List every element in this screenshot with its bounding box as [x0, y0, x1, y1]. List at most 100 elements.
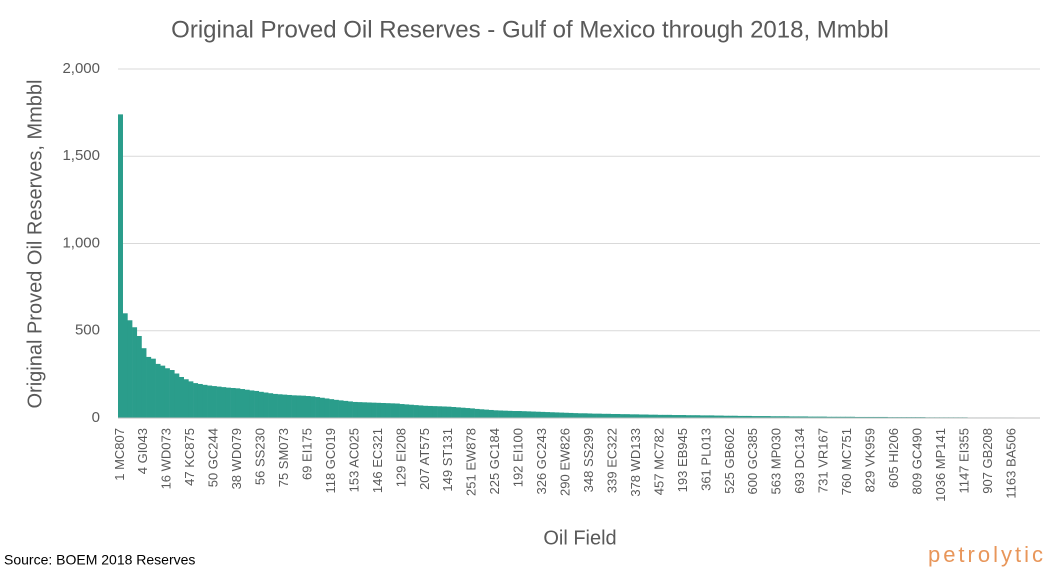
- bar: [202, 384, 208, 418]
- x-tick-label: 50 GC244: [206, 428, 221, 487]
- bar: [441, 406, 447, 418]
- bar: [164, 368, 170, 418]
- bar: [254, 390, 260, 418]
- bar: [479, 409, 485, 418]
- bar: [789, 416, 794, 418]
- bar: [474, 408, 480, 418]
- bar: [549, 412, 555, 418]
- bar: [526, 411, 532, 418]
- bar: [469, 408, 475, 418]
- bar: [718, 415, 724, 418]
- bar: [484, 409, 489, 418]
- bar: [193, 383, 199, 418]
- bar: [648, 414, 654, 418]
- bar: [362, 402, 367, 418]
- bar: [488, 409, 494, 418]
- bar: [807, 416, 813, 418]
- x-tick-label: 118 GC019: [323, 428, 338, 494]
- x-tick-label: 605 HI206: [886, 428, 901, 488]
- x-tick-label: 339 EC322: [604, 428, 619, 493]
- y-tick-label: 2,000: [62, 60, 100, 77]
- x-tick-label: 348 SS299: [581, 428, 596, 492]
- x-tick-label: 225 GC184: [487, 428, 502, 495]
- bar: [366, 402, 372, 418]
- x-tick-label: 907 GB208: [980, 428, 995, 494]
- logo: petrolytic: [928, 542, 1046, 567]
- y-axis-label: Original Proved Oil Reserves, Mmbbl: [24, 80, 46, 409]
- bar: [530, 411, 536, 418]
- bar: [577, 413, 583, 418]
- bar: [249, 390, 255, 418]
- bar: [737, 415, 743, 418]
- bar: [699, 415, 705, 418]
- bar: [873, 416, 879, 418]
- bar: [554, 412, 560, 418]
- bar: [437, 406, 443, 418]
- bar: [728, 415, 733, 418]
- x-tick-label: 149 ST131: [440, 428, 455, 492]
- bar: [638, 414, 644, 418]
- chart-title: Original Proved Oil Reserves - Gulf of M…: [171, 16, 889, 43]
- bar: [652, 414, 658, 418]
- bar: [601, 413, 607, 418]
- bar: [418, 405, 424, 418]
- bar: [179, 376, 184, 418]
- bar: [291, 395, 297, 418]
- bar: [132, 327, 138, 418]
- bar: [216, 386, 222, 418]
- bar: [620, 414, 626, 418]
- bar: [859, 416, 865, 418]
- bar: [765, 416, 771, 418]
- x-tick-label: 56 SS230: [253, 428, 268, 485]
- bar: [582, 413, 588, 418]
- bar: [793, 416, 799, 418]
- bar: [315, 397, 321, 418]
- bar: [770, 416, 776, 418]
- bar: [629, 414, 635, 418]
- bar: [535, 411, 541, 418]
- bar: [756, 416, 762, 418]
- bar: [803, 416, 809, 418]
- x-tick-label: 731 VR167: [816, 428, 831, 493]
- bar: [376, 402, 382, 418]
- bar: [732, 415, 738, 418]
- bar: [183, 379, 189, 418]
- bar: [634, 414, 640, 418]
- bar: [662, 414, 668, 418]
- bar: [882, 416, 888, 418]
- bar: [301, 395, 306, 418]
- bar: [118, 114, 123, 419]
- bar: [272, 393, 278, 418]
- bar: [704, 415, 710, 418]
- bar: [460, 407, 466, 418]
- bar: [676, 415, 682, 418]
- bar: [282, 394, 288, 418]
- x-axis-label: Oil Field: [543, 527, 616, 549]
- bar: [610, 413, 616, 418]
- bar: [840, 416, 846, 418]
- bar: [587, 413, 593, 418]
- x-tick-label: 38 WD079: [229, 428, 244, 489]
- bar: [394, 403, 400, 418]
- bar: [258, 391, 264, 418]
- bar: [329, 399, 335, 418]
- bar: [516, 411, 522, 418]
- bar: [709, 415, 715, 418]
- x-tick-label: 1147 EI355: [956, 428, 971, 494]
- bar: [643, 414, 649, 418]
- bar: [160, 365, 166, 418]
- bar: [681, 415, 687, 418]
- x-tick-label: 153 AC025: [346, 428, 361, 492]
- x-tick-label: 600 GC385: [745, 428, 760, 495]
- bar: [122, 313, 128, 418]
- x-tick-label: 326 GC243: [534, 428, 549, 495]
- bar: [169, 370, 175, 418]
- x-tick-label: 75 SM073: [276, 428, 291, 487]
- bar: [690, 415, 696, 418]
- bar: [380, 402, 386, 418]
- x-tick-label: 361 PL013: [698, 428, 713, 491]
- bar: [826, 416, 832, 418]
- bar: [427, 405, 433, 418]
- bar: [751, 416, 757, 418]
- bar: [591, 413, 597, 418]
